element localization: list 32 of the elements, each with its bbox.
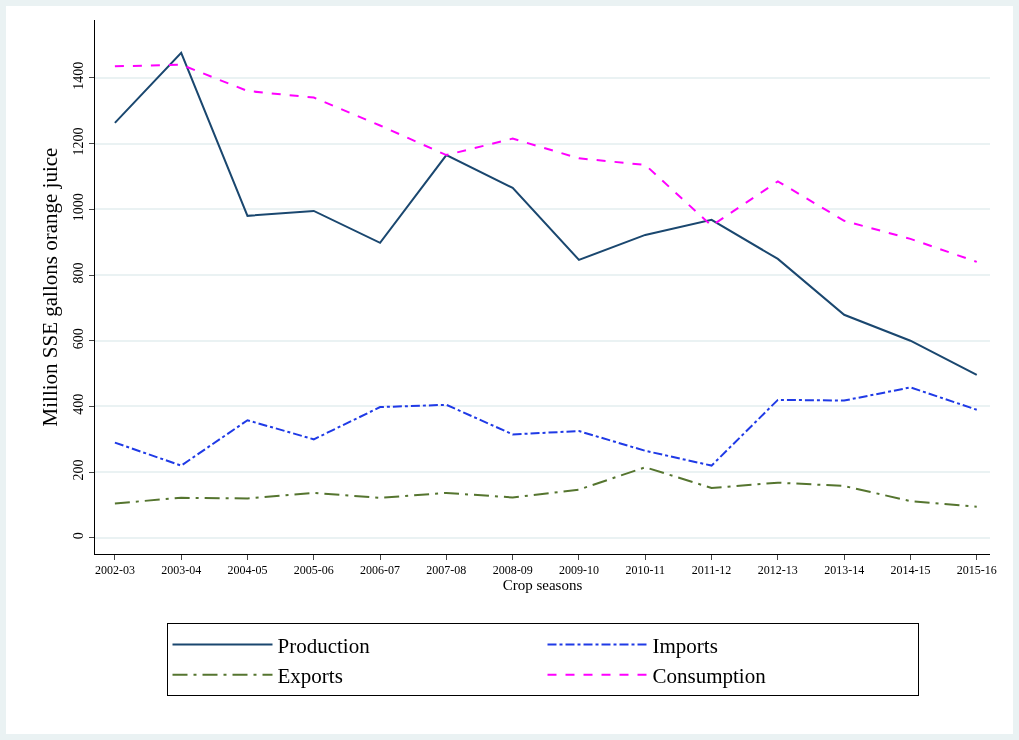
x-tick-label: 2010-11 [625,563,666,578]
x-tick-label: 2015-16 [956,563,997,578]
y-tick-label: 1000 [71,193,87,222]
line-series [113,51,978,376]
x-axis-title: Crop seasons [502,577,583,594]
y-tick-label: 400 [71,393,87,415]
x-tick-label: 2013-14 [824,563,865,578]
legend-label: Exports [277,664,343,689]
y-tick-label: 600 [71,328,87,350]
x-tick-label: 2004-05 [227,563,268,578]
x-tick-label: 2003-04 [161,563,202,578]
line-series [113,386,978,467]
legend-label: Production [277,633,371,658]
y-tick-label: 1400 [71,61,87,90]
x-tick-label: 2005-06 [293,563,334,578]
y-tick-label: 800 [71,262,87,284]
x-tick-label: 2007-08 [426,563,467,578]
line-series [113,63,978,263]
y-tick-label: 0 [71,532,87,540]
x-tick-label: 2011-12 [691,563,732,578]
x-tick-label: 2009-10 [558,563,599,578]
x-tick-label: 2014-15 [890,563,931,578]
legend-label: Consumption [652,664,767,689]
y-tick-label: 1200 [71,127,87,156]
x-tick-label: 2002-03 [94,563,135,578]
x-tick-label: 2006-07 [360,563,401,578]
line-series [113,466,978,508]
legend-label: Imports [652,633,718,658]
x-tick-label: 2012-13 [757,563,798,578]
x-tick-label: 2008-09 [492,563,533,578]
y-tick-label: 200 [71,459,87,481]
y-axis-title: Million SSE gallons orange juice [37,147,62,427]
